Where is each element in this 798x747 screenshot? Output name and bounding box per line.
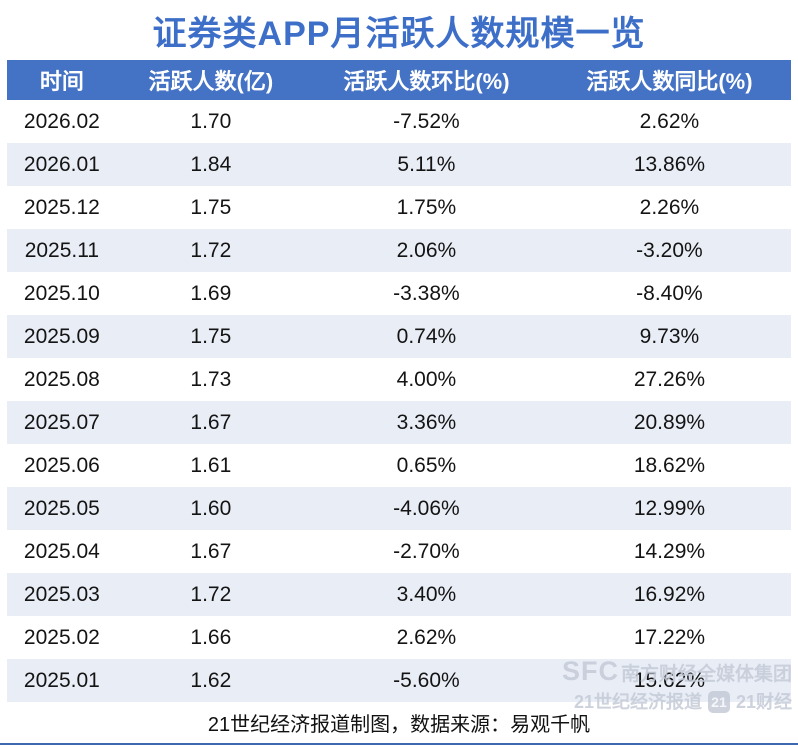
cell-yoy: 2.26% <box>639 195 700 219</box>
cell-active-users: 1.70 <box>190 109 232 133</box>
cell-mom: -7.52% <box>393 109 460 133</box>
cell-yoy: 15.62% <box>633 668 706 692</box>
cell-date: 2025.12 <box>23 195 100 219</box>
column-header-time: 时间 <box>39 69 84 94</box>
cell-mom: 4.00% <box>396 367 457 391</box>
cell-mom: -5.60% <box>393 668 460 692</box>
cell-mom: 1.75% <box>396 195 457 219</box>
cell-active-users: 1.75 <box>190 195 232 219</box>
cell-date: 2026.02 <box>23 109 100 133</box>
table-row: 2025.02 1.66 2.62% 17.22% <box>7 616 791 659</box>
cell-yoy: 12.99% <box>633 496 706 520</box>
cell-yoy: 17.22% <box>633 625 706 649</box>
cell-yoy: 18.62% <box>633 453 706 477</box>
cell-date: 2026.01 <box>23 152 100 176</box>
cell-yoy: -3.20% <box>636 238 703 262</box>
cell-date: 2025.10 <box>23 281 100 305</box>
source-attribution: 21世纪经济报道制图，数据来源：易观千帆 <box>207 713 591 736</box>
column-header-mom: 活跃人数环比(%) <box>343 69 510 94</box>
table-row: 2025.09 1.75 0.74% 9.73% <box>7 315 791 358</box>
page-title: 证券类APP月活跃人数规模一览 <box>152 14 646 53</box>
column-header-yoy: 活跃人数同比(%) <box>586 69 753 94</box>
table-row: 2025.07 1.67 3.36% 20.89% <box>7 401 791 444</box>
cell-yoy: 16.92% <box>633 582 706 606</box>
table-row: 2025.12 1.75 1.75% 2.26% <box>7 186 791 229</box>
cell-active-users: 1.67 <box>190 410 232 434</box>
cell-date: 2025.07 <box>23 410 100 434</box>
cell-active-users: 1.61 <box>190 453 232 477</box>
cell-mom: 0.74% <box>396 324 457 348</box>
cell-active-users: 1.72 <box>190 238 232 262</box>
bottom-divider <box>0 743 798 745</box>
cell-date: 2025.03 <box>23 582 100 606</box>
table-row: 2025.06 1.61 0.65% 18.62% <box>7 444 791 487</box>
cell-yoy: 9.73% <box>639 324 700 348</box>
cell-mom: 2.62% <box>396 625 457 649</box>
cell-mom: -3.38% <box>393 281 460 305</box>
cell-mom: 3.36% <box>396 410 457 434</box>
cell-active-users: 1.73 <box>190 367 232 391</box>
cell-yoy: 2.62% <box>639 109 700 133</box>
cell-active-users: 1.72 <box>190 582 232 606</box>
cell-yoy: -8.40% <box>636 281 703 305</box>
table-row: 2025.11 1.72 2.06% -3.20% <box>7 229 791 272</box>
table-header-row: 时间 活跃人数(亿) 活跃人数环比(%) 活跃人数同比(%) <box>7 60 791 100</box>
cell-active-users: 1.69 <box>190 281 232 305</box>
table-row: 2025.05 1.60 -4.06% 12.99% <box>7 487 791 530</box>
table-body: 2026.02 1.70 -7.52% 2.62% 2026.01 1.84 5… <box>7 100 791 702</box>
cell-date: 2025.09 <box>23 324 100 348</box>
cell-active-users: 1.84 <box>190 152 232 176</box>
table-row: 2025.03 1.72 3.40% 16.92% <box>7 573 791 616</box>
cell-active-users: 1.62 <box>190 668 232 692</box>
table-row: 2026.02 1.70 -7.52% 2.62% <box>7 100 791 143</box>
cell-date: 2025.06 <box>23 453 100 477</box>
cell-mom: 3.40% <box>396 582 457 606</box>
cell-mom: -4.06% <box>393 496 460 520</box>
cell-date: 2025.01 <box>23 668 100 692</box>
cell-yoy: 27.26% <box>633 367 706 391</box>
cell-active-users: 1.66 <box>190 625 232 649</box>
cell-date: 2025.02 <box>23 625 100 649</box>
column-header-active-users: 活跃人数(亿) <box>148 69 274 94</box>
cell-active-users: 1.67 <box>190 539 232 563</box>
cell-date: 2025.04 <box>23 539 100 563</box>
cell-date: 2025.08 <box>23 367 100 391</box>
cell-yoy: 14.29% <box>633 539 706 563</box>
cell-date: 2025.05 <box>23 496 100 520</box>
cell-yoy: 13.86% <box>633 152 706 176</box>
cell-mom: 0.65% <box>396 453 457 477</box>
cell-date: 2025.11 <box>24 238 100 262</box>
cell-mom: 5.11% <box>397 152 456 176</box>
cell-mom: -2.70% <box>393 539 460 563</box>
data-table: 时间 活跃人数(亿) 活跃人数环比(%) 活跃人数同比(%) 2026.02 1… <box>7 60 791 702</box>
table-row: 2026.01 1.84 5.11% 13.86% <box>7 143 791 186</box>
table-row: 2025.10 1.69 -3.38% -8.40% <box>7 272 791 315</box>
cell-mom: 2.06% <box>396 238 457 262</box>
table-row: 2025.04 1.67 -2.70% 14.29% <box>7 530 791 573</box>
table-row: 2025.08 1.73 4.00% 27.26% <box>7 358 791 401</box>
cell-active-users: 1.75 <box>190 324 232 348</box>
table-row: 2025.01 1.62 -5.60% 15.62% <box>7 659 791 702</box>
cell-yoy: 20.89% <box>633 410 706 434</box>
cell-active-users: 1.60 <box>190 496 232 520</box>
